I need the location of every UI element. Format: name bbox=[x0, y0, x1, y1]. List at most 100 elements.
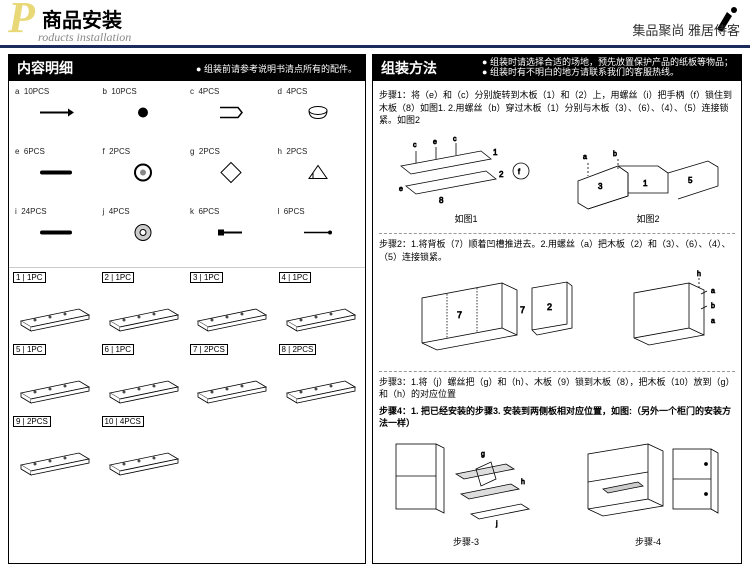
board-icon bbox=[281, 297, 360, 338]
part-cell: c 4PCS bbox=[188, 85, 274, 143]
svg-text:h: h bbox=[521, 479, 525, 486]
part-icon bbox=[133, 103, 153, 126]
parts-panel: 内容明细 ● 组装前请参考说明书清点所有的配件。 a 10PCS b 10PCS c… bbox=[8, 54, 366, 564]
part-icon bbox=[38, 168, 74, 181]
header-slogan: 集品聚尚 雅居侍客 bbox=[632, 20, 740, 39]
assembly-subtitle: ● 组装时请选择合适的场地，预先放置保护产品的纸板等物品； ● 组装时有不明白的… bbox=[482, 58, 733, 78]
assembly-panel: 组装方法 ● 组装时请选择合适的场地，预先放置保护产品的纸板等物品； ● 组装时… bbox=[372, 54, 742, 564]
svg-text:8: 8 bbox=[439, 196, 444, 205]
svg-text:a: a bbox=[711, 318, 715, 325]
part-label: g 2PCS bbox=[190, 147, 272, 156]
board-cell: 8 | 2PCS bbox=[279, 344, 362, 412]
caption-1: 如图1 bbox=[454, 213, 477, 226]
part-label: f 2PCS bbox=[103, 147, 185, 156]
part-label: d 4PCS bbox=[278, 87, 360, 96]
svg-text:a: a bbox=[583, 154, 587, 161]
svg-text:2: 2 bbox=[499, 170, 504, 179]
board-cell: 5 | 1PC bbox=[13, 344, 96, 412]
assembly-note-2: ● 组装时有不明白的地方请联系我们的客服热线。 bbox=[482, 68, 733, 78]
part-cell: i 24PCS bbox=[13, 205, 99, 263]
part-cell: d 4PCS bbox=[276, 85, 362, 143]
board-tag: 4 | 1PC bbox=[279, 272, 312, 283]
diagram-1: c e c 1 2 f e 8 如图1 bbox=[379, 131, 553, 226]
board-cell: 6 | 1PC bbox=[102, 344, 185, 412]
part-cell: b 10PCS bbox=[101, 85, 187, 143]
boards-grid: 1 | 1PC 2 | 1PC 3 | 1PC 4 | 1PC 5 | 1PC 6 | 1… bbox=[9, 267, 365, 488]
part-label: j 4PCS bbox=[103, 207, 185, 216]
part-cell: f 2PCS bbox=[101, 145, 187, 203]
svg-text:j: j bbox=[495, 521, 498, 528]
board-icon bbox=[15, 441, 94, 482]
caption-4: 步骤-4 bbox=[635, 536, 661, 549]
board-icon bbox=[104, 441, 183, 482]
part-label: a 10PCS bbox=[15, 87, 97, 96]
part-cell: a 10PCS bbox=[13, 85, 99, 143]
part-cell: l 6PCS bbox=[276, 205, 362, 263]
divider-1 bbox=[379, 233, 735, 234]
diagram-2: a b 3 1 5 如图2 bbox=[561, 131, 735, 226]
part-label: e 6PCS bbox=[15, 147, 97, 156]
hardware-grid: a 10PCS b 10PCS c 4PCS d 4PCS e 6PCS f 2PCS g … bbox=[9, 81, 365, 267]
board-icon bbox=[15, 369, 94, 410]
part-cell: k 6PCS bbox=[188, 205, 274, 263]
assembly-panel-header: 组装方法 ● 组装时请选择合适的场地，预先放置保护产品的纸板等物品； ● 组装时… bbox=[373, 55, 741, 81]
svg-text:e: e bbox=[399, 186, 403, 193]
board-icon bbox=[15, 297, 94, 338]
parts-subtitle: ● 组装前请参考说明书清点所有的配件。 bbox=[196, 62, 357, 75]
svg-text:c: c bbox=[453, 136, 457, 143]
part-cell: e 6PCS bbox=[13, 145, 99, 203]
caption-3: 步骤-3 bbox=[453, 536, 479, 549]
instructions-body: 步骤1：将（e）和（c）分别旋转到木板（1）和（2）上，用螺丝（i）把手柄（f）… bbox=[373, 81, 741, 563]
board-tag: 6 | 1PC bbox=[102, 344, 135, 355]
board-tag: 1 | 1PC bbox=[13, 272, 46, 283]
part-icon bbox=[307, 105, 329, 124]
svg-text:b: b bbox=[613, 151, 617, 158]
diagram-row-1: c e c 1 2 f e 8 如图1 bbox=[379, 131, 735, 226]
board-tag: 2 | 1PC bbox=[102, 272, 135, 283]
part-icon bbox=[216, 226, 246, 243]
svg-text:h: h bbox=[697, 271, 701, 278]
step-2-text: 步骤2：1.将背板（7）顺着凹槽推进去。2.用螺丝（a）把木板（2）和（3）、（… bbox=[379, 238, 735, 263]
part-icon bbox=[305, 163, 331, 186]
board-tag: 8 | 2PCS bbox=[279, 344, 317, 355]
part-cell: j 4PCS bbox=[101, 205, 187, 263]
board-tag: 5 | 1PC bbox=[13, 344, 46, 355]
part-icon bbox=[219, 161, 243, 188]
part-cell: g 2PCS bbox=[188, 145, 274, 203]
page-header: P 商品安装 roducts installation 集品聚尚 雅居侍客 bbox=[0, 0, 750, 48]
step-1-text: 步骤1：将（e）和（c）分别旋转到木板（1）和（2）上，用螺丝（i）把手柄（f）… bbox=[379, 89, 735, 127]
board-cell: 4 | 1PC bbox=[279, 272, 362, 340]
part-label: b 10PCS bbox=[103, 87, 185, 96]
part-icon bbox=[38, 228, 74, 241]
divider-2 bbox=[379, 371, 735, 372]
header-subtitle: roducts installation bbox=[38, 30, 131, 45]
header-letter: P bbox=[8, 0, 35, 43]
board-cell: 7 | 2PCS bbox=[190, 344, 273, 412]
diagram-4: h a b a bbox=[613, 268, 735, 363]
part-label: c 4PCS bbox=[190, 87, 272, 96]
svg-text:f: f bbox=[518, 169, 520, 176]
parts-title: 内容明细 bbox=[17, 58, 73, 78]
diagram-3: 7 7 2 bbox=[379, 268, 605, 363]
board-tag: 7 | 2PCS bbox=[190, 344, 228, 355]
svg-text:5: 5 bbox=[688, 176, 693, 185]
board-icon bbox=[192, 297, 271, 338]
board-tag: 3 | 1PC bbox=[190, 272, 223, 283]
svg-text:7: 7 bbox=[457, 310, 462, 320]
part-cell: h 2PCS bbox=[276, 145, 362, 203]
svg-text:g: g bbox=[481, 451, 485, 458]
board-cell: 2 | 1PC bbox=[102, 272, 185, 340]
svg-text:3: 3 bbox=[598, 182, 603, 191]
board-cell: 3 | 1PC bbox=[190, 272, 273, 340]
part-icon bbox=[216, 104, 246, 125]
step-4-text: 步骤4：1. 把已经安装的步骤3. 安装到两侧板相对应位置，如图:（另外一个柜门… bbox=[379, 405, 735, 430]
assembly-title: 组装方法 bbox=[381, 58, 437, 78]
diagram-5: g h j 步骤-3 bbox=[379, 434, 553, 549]
board-cell: 9 | 2PCS bbox=[13, 416, 96, 484]
board-tag: 9 | 2PCS bbox=[13, 416, 51, 427]
board-icon bbox=[281, 369, 360, 410]
diagram-row-2: 7 7 2 h bbox=[379, 268, 735, 363]
svg-text:c: c bbox=[413, 142, 417, 149]
part-icon bbox=[302, 228, 334, 241]
part-label: h 2PCS bbox=[278, 147, 360, 156]
